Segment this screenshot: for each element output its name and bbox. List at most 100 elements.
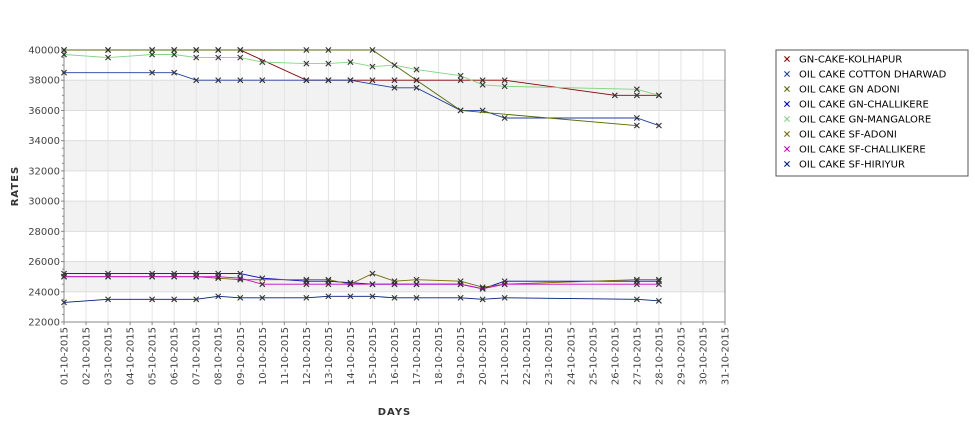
marker-stroke bbox=[413, 276, 420, 283]
marker-stroke bbox=[325, 281, 332, 288]
x-tick-label: 21-10-2015 bbox=[500, 327, 511, 385]
marker-stroke bbox=[479, 285, 486, 292]
data-point bbox=[303, 60, 310, 67]
data-point bbox=[149, 51, 156, 58]
data-point bbox=[105, 47, 112, 53]
marker-stroke bbox=[61, 299, 67, 306]
data-point bbox=[303, 281, 310, 288]
marker-stroke bbox=[633, 115, 640, 121]
data-point bbox=[61, 69, 67, 76]
x-tick-label: 16-10-2015 bbox=[390, 327, 401, 385]
data-point bbox=[501, 115, 508, 121]
x-tick-label: 28-10-2015 bbox=[654, 327, 665, 385]
data-point bbox=[105, 296, 112, 303]
data-point bbox=[501, 77, 508, 84]
data-point bbox=[479, 284, 486, 291]
data-point bbox=[149, 69, 156, 76]
legend-label: OIL CAKE COTTON DHARWAD bbox=[799, 70, 947, 81]
data-point bbox=[391, 77, 398, 84]
marker-stroke bbox=[655, 276, 662, 283]
marker-stroke bbox=[347, 281, 354, 288]
marker-stroke bbox=[61, 69, 67, 76]
marker-stroke bbox=[105, 47, 112, 53]
marker-stroke bbox=[215, 293, 222, 300]
marker-stroke bbox=[457, 294, 464, 301]
data-point bbox=[633, 86, 640, 93]
marker-stroke bbox=[369, 281, 376, 288]
data-point bbox=[61, 47, 67, 53]
x-tick-label: 26-10-2015 bbox=[610, 327, 621, 385]
marker-stroke bbox=[237, 77, 244, 84]
x-tick-label: 09-10-2015 bbox=[236, 327, 247, 385]
data-point bbox=[149, 47, 156, 53]
data-point bbox=[325, 293, 332, 300]
marker-stroke bbox=[149, 69, 156, 76]
marker-stroke bbox=[347, 293, 354, 300]
y-tick-label: 22000 bbox=[28, 318, 60, 329]
data-point bbox=[105, 273, 112, 280]
data-point bbox=[457, 294, 464, 301]
data-point bbox=[391, 281, 398, 288]
data-point bbox=[171, 273, 178, 280]
legend-item: OIL CAKE GN-MANGALORE bbox=[784, 115, 931, 126]
data-point bbox=[347, 59, 354, 66]
marker-stroke bbox=[193, 77, 200, 84]
legend-label: OIL CAKE GN ADONI bbox=[799, 85, 900, 96]
marker-stroke bbox=[391, 294, 398, 301]
marker-stroke bbox=[413, 84, 420, 91]
data-point bbox=[347, 77, 354, 84]
legend-marker bbox=[784, 56, 790, 62]
data-point bbox=[413, 66, 420, 73]
series-oil-cake-sf-hiriyur bbox=[61, 293, 662, 306]
marker-stroke bbox=[149, 273, 156, 280]
marker-stroke bbox=[303, 60, 310, 67]
marker-stroke bbox=[237, 275, 244, 282]
data-point bbox=[193, 77, 200, 84]
data-point bbox=[655, 281, 662, 288]
data-point bbox=[259, 294, 266, 301]
legend-item: OIL CAKE GN-CHALLIKERE bbox=[784, 100, 929, 111]
data-point bbox=[171, 51, 178, 58]
legend-label: OIL CAKE SF-ADONI bbox=[799, 130, 897, 141]
marker-stroke bbox=[633, 92, 640, 99]
data-point bbox=[633, 92, 640, 99]
data-point bbox=[391, 62, 398, 69]
data-point bbox=[325, 281, 332, 288]
marker-stroke bbox=[193, 296, 200, 303]
legend-marker bbox=[784, 86, 790, 92]
marker-stroke bbox=[633, 296, 640, 303]
marker-stroke bbox=[501, 77, 508, 84]
x-tick-label: 20-10-2015 bbox=[478, 327, 489, 385]
marker-stroke bbox=[633, 86, 640, 93]
x-tick-label: 11-10-2015 bbox=[280, 327, 291, 385]
data-point bbox=[325, 60, 332, 67]
series-oil-cake-sf-challikere bbox=[61, 273, 662, 292]
x-tick-label: 14-10-2015 bbox=[346, 327, 357, 385]
marker-stroke bbox=[784, 101, 790, 107]
data-point bbox=[325, 276, 332, 283]
data-point bbox=[391, 294, 398, 301]
marker-stroke bbox=[259, 281, 266, 288]
data-point bbox=[501, 294, 508, 301]
marker-stroke bbox=[215, 47, 222, 53]
data-point bbox=[633, 122, 640, 129]
data-point bbox=[171, 47, 178, 53]
marker-stroke bbox=[457, 281, 464, 288]
legend-item: OIL CAKE SF-HIRIYUR bbox=[784, 160, 905, 171]
data-point bbox=[149, 273, 156, 280]
x-tick-label: 10-10-2015 bbox=[258, 327, 269, 385]
data-point bbox=[633, 296, 640, 303]
series-oil-cake-gn-mangalore bbox=[61, 51, 662, 99]
data-point bbox=[479, 285, 486, 292]
marker-stroke bbox=[784, 161, 790, 167]
x-tick-label: 18-10-2015 bbox=[434, 327, 445, 385]
marker-stroke bbox=[391, 77, 398, 84]
legend-label: OIL CAKE SF-HIRIYUR bbox=[799, 160, 905, 171]
data-point bbox=[369, 281, 376, 288]
data-point bbox=[325, 77, 332, 84]
data-point bbox=[501, 83, 508, 90]
marker-stroke bbox=[479, 81, 486, 88]
marker-stroke bbox=[784, 131, 790, 137]
marker-stroke bbox=[391, 281, 398, 288]
